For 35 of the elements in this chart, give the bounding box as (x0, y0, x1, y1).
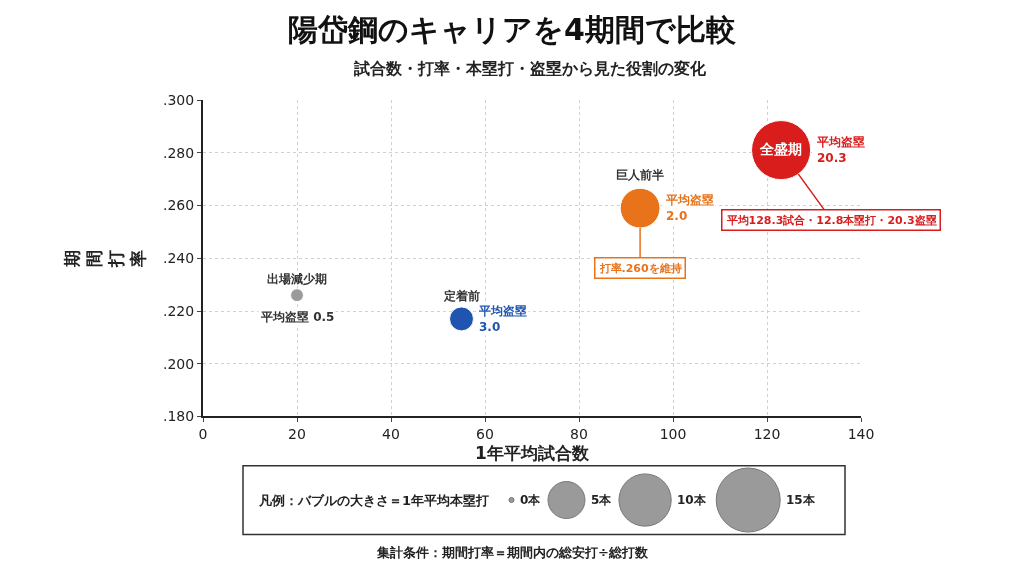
text: 集計条件：期間打率＝期間内の総安打÷総打数 (376, 545, 649, 560)
y-tick-label: .260 (163, 197, 195, 214)
series-label: 出場減少期 (267, 272, 327, 287)
legend-label: 0本 (520, 493, 542, 507)
legend-title: 凡例：バブルの大きさ＝1年平均本塁打 (258, 493, 490, 508)
x-tick-label: 20 (288, 426, 306, 443)
x-tick-label: 80 (570, 426, 588, 443)
x-tick-label: 40 (382, 426, 400, 443)
y-tick-label: .180 (163, 408, 195, 425)
x-tick-label: 100 (659, 426, 687, 443)
legend-label: 10本 (677, 493, 707, 507)
y-tick-label: .220 (163, 302, 195, 319)
chart-subtitle: 試合数・打率・本塁打・盗塁から見た役割の変化 (353, 59, 707, 78)
x-tick-label: 120 (753, 426, 781, 443)
annotation: 平均盗塁 3.0 (478, 304, 527, 334)
series-label: 定着前 (442, 288, 480, 303)
legend-label: 15本 (786, 493, 816, 507)
y-tick-label: .300 (163, 91, 195, 108)
x-axis-title: 1年平均試合数 (475, 443, 590, 464)
y-tick-label: .240 (163, 250, 195, 267)
annotation: 平均盗塁 2.0 (665, 193, 714, 223)
annotation: 打率.260を維持 (598, 261, 682, 275)
legend-label: 5本 (591, 493, 613, 507)
x-tick-label: 0 (198, 426, 208, 443)
y-axis-title: 期間打率 (61, 249, 149, 268)
series-label: 全盛期 (759, 140, 803, 157)
chart-title: 陽岱鋼のキャリアを4期間で比較 (288, 12, 736, 47)
annotation: 平均盗塁 20.3 (816, 135, 865, 165)
annotation: 平均盗塁 0.5 (260, 310, 335, 324)
y-tick-label: .200 (163, 355, 195, 372)
annotation: 平均128.3試合・12.8本塁打・20.3盗塁 (725, 213, 937, 227)
x-tick-label: 140 (847, 426, 875, 443)
x-tick-label: 60 (476, 426, 494, 443)
y-tick-label: .280 (163, 144, 195, 161)
series-label: 巨人前半 (616, 168, 665, 183)
